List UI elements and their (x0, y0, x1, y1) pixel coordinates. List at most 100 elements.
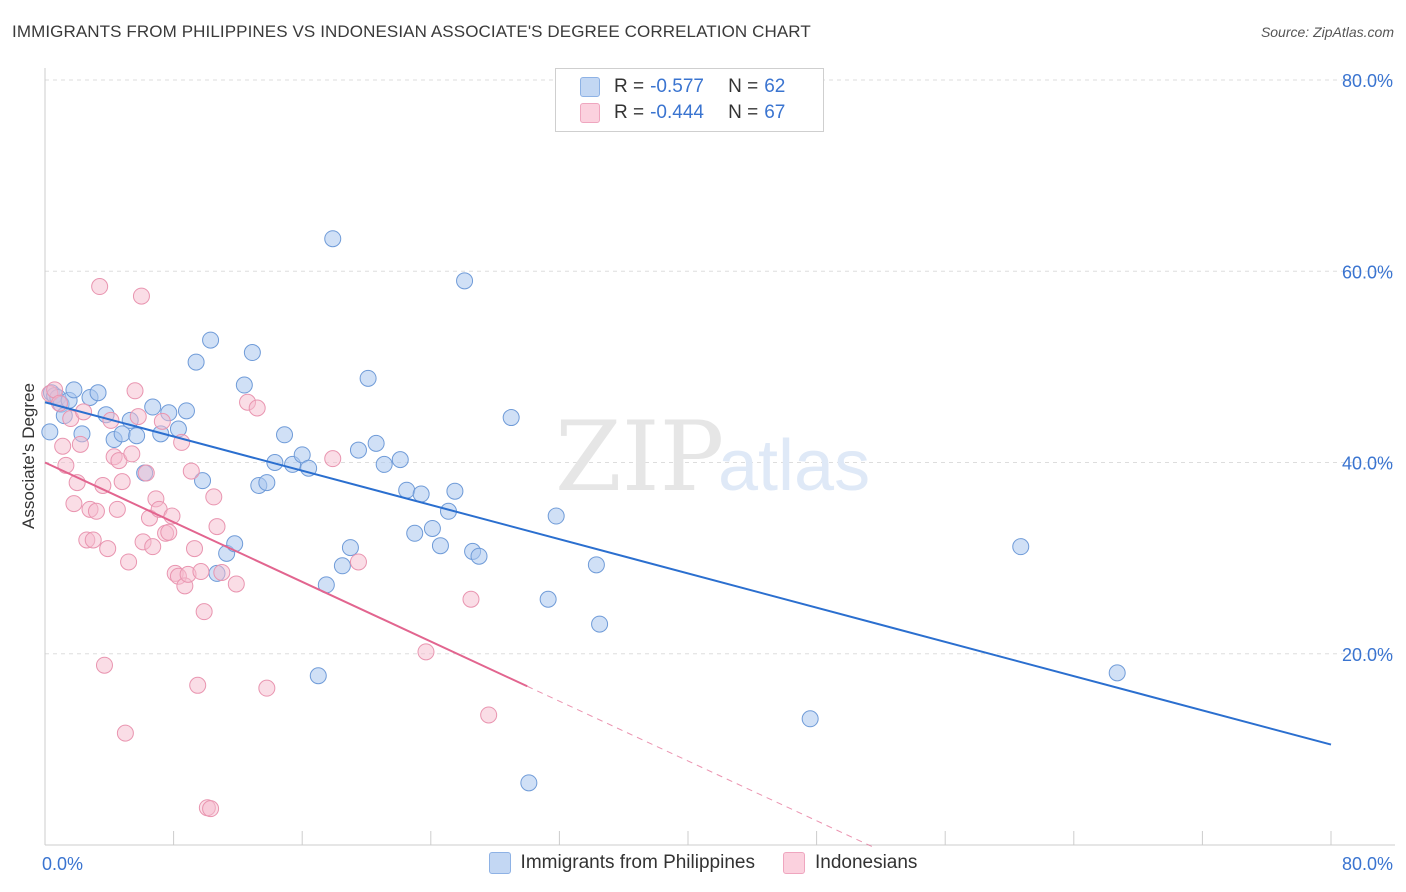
data-point-indonesians (50, 394, 68, 412)
watermark-zip: ZIP (555, 401, 724, 513)
data-point-indonesians (116, 724, 134, 742)
data-point-philippines (406, 524, 424, 542)
data-point-philippines (398, 481, 416, 499)
legend-n-value: 67 (764, 102, 786, 123)
data-point-philippines (235, 376, 253, 394)
data-point-indonesians (205, 488, 223, 506)
data-point-indonesians (227, 575, 245, 593)
data-point-philippines (502, 409, 520, 427)
data-point-indonesians (99, 540, 117, 558)
y-axis-title: Associate's Degree (19, 383, 38, 529)
data-point-philippines (359, 369, 377, 387)
data-point-philippines (309, 667, 327, 685)
legend-swatch-blue (580, 77, 600, 97)
trend-line-philippines (44, 401, 1332, 746)
data-point-philippines (547, 507, 565, 525)
data-point-philippines (177, 402, 195, 420)
data-point-indonesians (123, 445, 141, 463)
data-point-indonesians (417, 643, 435, 661)
data-point-philippines (801, 710, 819, 728)
y-tick-label: 80.0% (1342, 71, 1393, 91)
data-point-indonesians (182, 462, 200, 480)
data-point-philippines (446, 482, 464, 500)
data-point-philippines (258, 474, 276, 492)
x-tick-label: 0.0% (42, 854, 83, 874)
data-point-indonesians (324, 450, 342, 468)
data-point-philippines (470, 547, 488, 565)
data-point-indonesians (185, 540, 203, 558)
data-point-indonesians (65, 495, 83, 513)
data-point-philippines (128, 427, 146, 445)
trend-line-indonesians-extrapolated (527, 685, 874, 848)
data-point-philippines (333, 557, 351, 575)
data-point-philippines (412, 485, 430, 503)
trend-line-indonesians (44, 461, 528, 688)
series-legend: Immigrants from Philippines Indonesians (0, 852, 1406, 874)
legend-row-philippines: R = -0.577 N = 62 (580, 75, 785, 99)
data-point-philippines (456, 272, 474, 290)
data-point-indonesians (126, 382, 144, 400)
data-point-philippines (243, 344, 261, 362)
series-swatch-pink (782, 852, 805, 874)
data-point-indonesians (120, 553, 138, 571)
data-point-indonesians (87, 502, 105, 520)
y-tick-label: 20.0% (1342, 645, 1393, 665)
chart-source: Source: ZipAtlas.com (1260, 24, 1394, 40)
series-legend-indonesians[interactable]: Indonesians (782, 852, 917, 874)
data-point-indonesians (95, 656, 113, 674)
data-point-indonesians (108, 500, 126, 518)
data-point-indonesians (480, 706, 498, 724)
series-legend-philippines[interactable]: Immigrants from Philippines (488, 852, 755, 874)
legend-row-indonesians: R = -0.444 N = 67 (580, 101, 785, 125)
data-point-philippines (202, 331, 220, 349)
data-point-indonesians (84, 531, 102, 549)
data-point-philippines (65, 381, 83, 399)
legend-n-label: N = (728, 102, 759, 123)
data-point-philippines (194, 472, 212, 490)
data-point-indonesians (202, 800, 220, 818)
legend-r-label: R = (614, 76, 645, 97)
data-point-indonesians (213, 563, 231, 581)
correlation-legend: R = -0.577 N = 62 R = -0.444 N = 67 (555, 68, 824, 132)
data-point-philippines (1108, 664, 1126, 682)
data-point-indonesians (349, 553, 367, 571)
legend-n-label: N = (728, 76, 759, 97)
legend-r-label: R = (614, 102, 645, 123)
data-point-indonesians (144, 538, 162, 556)
data-point-indonesians (137, 464, 155, 482)
data-point-philippines (226, 535, 244, 553)
data-point-indonesians (189, 676, 207, 694)
x-tick-label: 80.0% (1342, 854, 1393, 874)
data-point-indonesians (208, 518, 226, 536)
data-point-philippines (349, 441, 367, 459)
data-point-philippines (89, 384, 107, 402)
data-point-indonesians (57, 456, 75, 474)
data-point-philippines (1012, 538, 1030, 556)
legend-n-value: 62 (764, 76, 786, 97)
legend-r-value: -0.577 (650, 76, 704, 97)
data-point-indonesians (153, 412, 171, 430)
data-point-indonesians (91, 278, 109, 296)
data-point-philippines (144, 398, 162, 416)
data-point-philippines (367, 434, 385, 452)
data-point-philippines (587, 556, 605, 574)
series-label-philippines: Immigrants from Philippines (520, 852, 755, 873)
data-point-indonesians (258, 679, 276, 697)
data-point-indonesians (113, 473, 131, 491)
legend-swatch-pink (580, 103, 600, 123)
data-point-philippines (591, 615, 609, 633)
data-point-indonesians (462, 590, 480, 608)
y-tick-label: 40.0% (1342, 454, 1393, 474)
data-point-indonesians (248, 399, 266, 417)
data-point-philippines (41, 423, 59, 441)
data-point-philippines (341, 539, 359, 557)
data-point-philippines (520, 774, 538, 792)
data-point-philippines (539, 590, 557, 608)
legend-r-value: -0.444 (650, 102, 704, 123)
data-point-indonesians (71, 435, 89, 453)
data-point-philippines (391, 451, 409, 469)
data-point-indonesians (54, 437, 72, 455)
y-tick-label: 60.0% (1342, 262, 1393, 282)
chart-title: IMMIGRANTS FROM PHILIPPINES VS INDONESIA… (12, 22, 811, 41)
